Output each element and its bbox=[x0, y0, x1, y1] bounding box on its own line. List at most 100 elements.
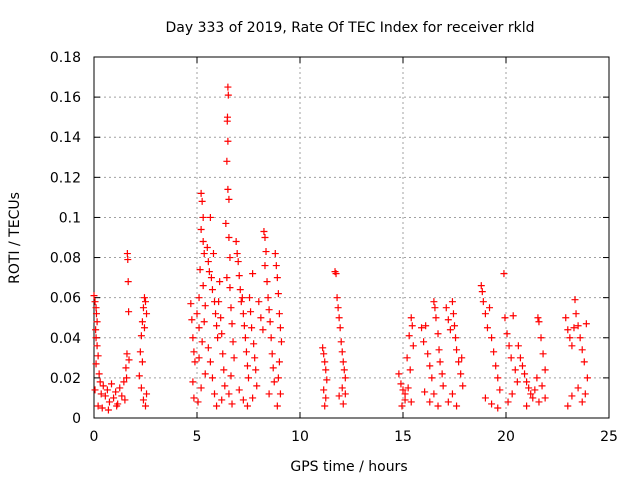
data-point bbox=[187, 300, 195, 308]
data-point bbox=[143, 390, 151, 398]
data-point bbox=[488, 400, 496, 408]
data-point bbox=[237, 298, 245, 306]
data-point bbox=[490, 348, 498, 356]
data-point bbox=[265, 306, 273, 314]
data-point bbox=[250, 340, 258, 348]
data-point bbox=[428, 374, 436, 382]
data-point bbox=[198, 338, 206, 346]
data-point bbox=[206, 358, 214, 366]
data-point bbox=[121, 396, 129, 404]
data-point bbox=[234, 258, 242, 266]
grid bbox=[94, 57, 609, 418]
data-point bbox=[322, 366, 330, 374]
data-point bbox=[197, 225, 205, 233]
data-point bbox=[336, 324, 344, 332]
x-tick-label: 20 bbox=[497, 429, 515, 445]
data-point bbox=[92, 360, 100, 368]
data-point bbox=[333, 294, 341, 302]
data-point bbox=[104, 406, 112, 414]
data-point bbox=[421, 388, 429, 396]
plot-frame bbox=[93, 56, 610, 419]
data-point bbox=[451, 322, 458, 330]
data-point bbox=[103, 386, 111, 394]
data-point bbox=[582, 320, 590, 328]
data-point bbox=[226, 254, 234, 262]
data-point bbox=[92, 334, 100, 342]
data-point bbox=[401, 390, 409, 398]
data-point bbox=[195, 354, 203, 362]
data-point bbox=[257, 314, 265, 322]
data-point bbox=[335, 392, 343, 400]
data-point bbox=[124, 278, 132, 286]
data-point bbox=[409, 342, 417, 350]
data-point bbox=[273, 402, 281, 410]
data-point bbox=[266, 318, 274, 326]
data-point bbox=[138, 358, 146, 366]
data-point bbox=[337, 338, 345, 346]
data-point bbox=[578, 398, 586, 406]
data-point bbox=[225, 195, 233, 203]
data-point bbox=[431, 304, 439, 312]
data-point bbox=[481, 394, 489, 402]
data-point bbox=[196, 266, 204, 274]
data-point bbox=[219, 350, 227, 358]
y-tick-labels: 0 0.02 0.04 0.06 0.08 0.1 0.12 0.14 0.16 0.18 bbox=[50, 50, 81, 427]
data-point bbox=[478, 288, 486, 296]
data-point bbox=[188, 316, 196, 324]
data-point bbox=[395, 370, 403, 378]
data-point bbox=[232, 238, 240, 246]
data-point bbox=[494, 374, 502, 382]
data-point bbox=[261, 234, 269, 241]
data-point bbox=[319, 344, 327, 352]
data-point bbox=[95, 370, 103, 378]
data-point bbox=[260, 227, 268, 235]
data-point bbox=[332, 270, 340, 278]
data-point bbox=[189, 378, 197, 386]
data-point bbox=[190, 394, 198, 402]
y-tick-label: 0.04 bbox=[50, 331, 81, 347]
data-point bbox=[137, 332, 145, 340]
chart-title: Day 333 of 2019, Rate Of TEC Index for r… bbox=[165, 20, 534, 36]
data-point bbox=[341, 374, 349, 382]
data-point bbox=[242, 348, 250, 356]
data-point bbox=[213, 402, 221, 410]
data-point bbox=[195, 294, 203, 302]
x-tick-label: 25 bbox=[600, 429, 618, 445]
y-tick-label: 0.08 bbox=[50, 251, 81, 267]
data-point bbox=[514, 342, 522, 350]
data-point bbox=[248, 324, 256, 332]
data-point bbox=[339, 400, 347, 408]
data-point bbox=[453, 346, 461, 354]
data-point bbox=[137, 384, 145, 392]
data-point bbox=[479, 298, 487, 306]
data-point bbox=[275, 310, 283, 318]
data-point bbox=[496, 386, 504, 394]
data-point bbox=[143, 310, 151, 318]
data-point bbox=[140, 294, 148, 302]
data-point bbox=[239, 396, 247, 404]
data-point bbox=[538, 382, 546, 390]
data-point bbox=[101, 392, 109, 400]
y-tick-label: 0.12 bbox=[50, 170, 81, 186]
data-point bbox=[228, 400, 236, 408]
data-point bbox=[264, 294, 272, 302]
data-point bbox=[420, 338, 428, 346]
data-point bbox=[576, 334, 584, 342]
data-point bbox=[224, 91, 232, 99]
data-point bbox=[459, 382, 467, 390]
data-point bbox=[574, 384, 582, 392]
data-point bbox=[220, 366, 228, 374]
data-point bbox=[221, 382, 229, 390]
data-point bbox=[275, 358, 283, 366]
data-point bbox=[246, 294, 254, 302]
data-point bbox=[272, 262, 280, 270]
data-point bbox=[274, 290, 282, 298]
data-point bbox=[239, 310, 247, 318]
data-point bbox=[453, 402, 461, 410]
data-point bbox=[339, 358, 347, 366]
data-point bbox=[262, 248, 270, 256]
data-point bbox=[98, 404, 106, 412]
data-point bbox=[209, 250, 217, 258]
data-point bbox=[444, 316, 452, 324]
data-point bbox=[204, 258, 212, 266]
